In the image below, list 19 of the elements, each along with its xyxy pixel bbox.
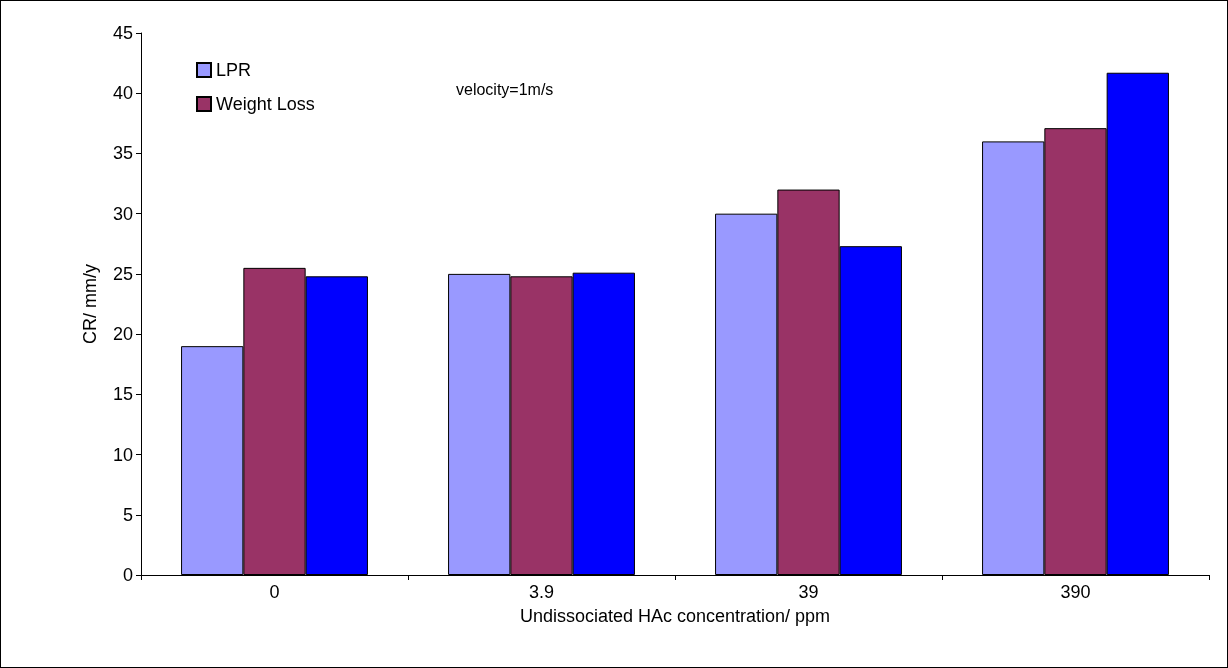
y-tick-label: 45 [112,23,133,43]
y-tick-label: 30 [112,203,133,224]
x-tick-label: 39 [798,582,819,602]
x-tick-label: 390 [1060,582,1091,602]
x-tick-label: 0 [269,582,280,602]
y-tick-label: 10 [112,444,133,465]
y-tick-label: 35 [112,143,133,164]
legend-label: Weight Loss [216,94,315,114]
y-tick-label: 5 [122,504,133,525]
y-tick-label: 15 [112,384,133,405]
legend-label: LPR [216,60,252,80]
x-axis-title: Undissociated HAc concentration/ ppm [519,606,831,626]
y-tick-label: 40 [112,83,133,104]
annotation: velocity=1m/s [456,80,554,98]
y-tick-label: 20 [112,324,133,345]
x-tick-label: 3.9 [528,582,555,602]
y-tick-label: 25 [112,263,133,284]
y-axis-title: CR/ mm/y [80,264,100,344]
y-tick-label: 0 [122,565,133,585]
